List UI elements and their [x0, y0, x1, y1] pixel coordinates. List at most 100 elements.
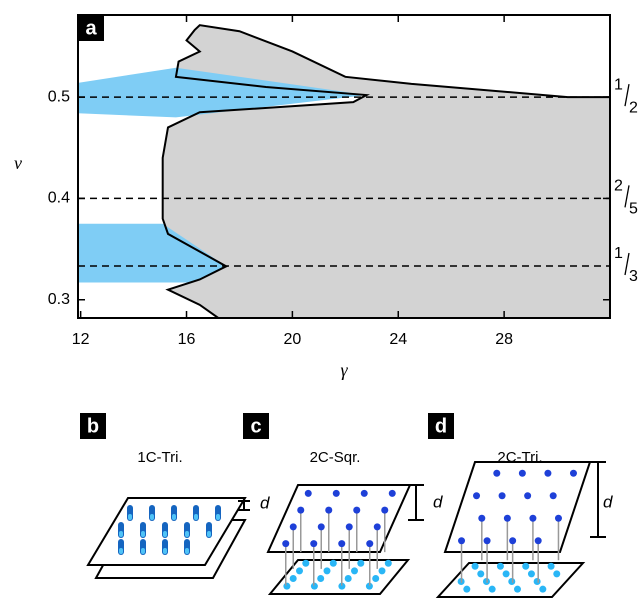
upper-dot: [366, 540, 373, 547]
upper-dot: [381, 507, 388, 514]
upper-dot: [361, 490, 368, 497]
lower-dot: [351, 567, 358, 574]
upper-dot: [310, 540, 317, 547]
x-tick-label: 20: [283, 331, 301, 348]
lower-dot: [528, 570, 535, 577]
panel-label: d: [435, 415, 447, 437]
lower-dot: [472, 563, 479, 570]
molecule: [141, 548, 145, 554]
y-tick-label: 0.4: [48, 190, 70, 207]
upper-dot: [509, 537, 516, 544]
upper-dot: [325, 507, 332, 514]
spacing-bracket: [408, 485, 424, 520]
upper-dot: [458, 537, 465, 544]
upper-dot: [318, 523, 325, 530]
lower-dot: [302, 560, 309, 567]
panel-label: b: [87, 415, 99, 437]
molecule: [185, 548, 189, 554]
plot-area: [78, 25, 610, 318]
lower-dot: [290, 575, 297, 582]
upper-dot: [493, 470, 500, 477]
upper-dot: [333, 490, 340, 497]
panel-title: 2C-Sqr.: [310, 449, 361, 466]
lower-dot: [514, 586, 521, 593]
y-axis-label: ν: [14, 153, 22, 173]
molecule: [141, 531, 145, 537]
upper-dot: [555, 515, 562, 522]
molecule: [207, 531, 211, 537]
fraction-numerator: 2: [614, 178, 623, 195]
lower-dot: [385, 560, 392, 567]
molecule: [216, 514, 220, 520]
x-tick-label: 24: [389, 331, 407, 348]
lower-dot: [548, 563, 555, 570]
spacing-label: d: [433, 492, 443, 511]
phase-region: [163, 25, 610, 318]
fraction-numerator: 1: [614, 245, 623, 262]
upper-dot: [570, 470, 577, 477]
lower-dot: [283, 583, 290, 590]
panel-label: a: [85, 17, 97, 39]
lower-dot: [324, 567, 331, 574]
lower-dot: [317, 575, 324, 582]
upper-dot: [282, 540, 289, 547]
upper-dot: [544, 470, 551, 477]
upper-plane: [445, 462, 590, 552]
upper-dot: [346, 523, 353, 530]
spacing-label: d: [603, 492, 613, 511]
fraction-denominator: 3: [629, 268, 638, 285]
x-tick-label: 12: [72, 331, 90, 348]
figure: a γ ν 12251312162024280.30.40.5b1C-Tri.d…: [0, 0, 641, 602]
lower-dot: [534, 578, 541, 585]
upper-dot: [338, 540, 345, 547]
fraction-denominator: 2: [629, 99, 638, 116]
upper-dot: [484, 537, 491, 544]
lower-dot: [477, 570, 484, 577]
lower-dot: [372, 575, 379, 582]
upper-dot: [290, 523, 297, 530]
fraction-denominator: 5: [629, 201, 638, 218]
upper-dot: [478, 515, 485, 522]
panel-title: 1C-Tri.: [137, 449, 182, 466]
molecule: [128, 514, 132, 520]
upper-dot: [389, 490, 396, 497]
lower-dot: [379, 567, 386, 574]
spacing-label: d: [260, 493, 270, 512]
molecule: [194, 514, 198, 520]
y-tick-label: 0.5: [48, 88, 70, 105]
upper-dot: [535, 537, 542, 544]
molecule: [163, 548, 167, 554]
y-tick-label: 0.3: [48, 291, 70, 308]
x-tick-label: 28: [495, 331, 513, 348]
upper-dot: [499, 492, 506, 499]
upper-dot: [550, 492, 557, 499]
upper-dot: [374, 523, 381, 530]
lower-dot: [539, 586, 546, 593]
lower-dot: [553, 570, 560, 577]
molecule: [119, 548, 123, 554]
lower-dot: [503, 570, 510, 577]
molecule: [172, 514, 176, 520]
upper-dot: [519, 470, 526, 477]
molecule: [185, 531, 189, 537]
upper-dot: [473, 492, 480, 499]
lower-dot: [330, 560, 337, 567]
lower-dot: [522, 563, 529, 570]
molecule: [150, 514, 154, 520]
upper-dot: [529, 515, 536, 522]
panel-label: c: [250, 415, 261, 437]
upper-dot: [353, 507, 360, 514]
lower-dot: [357, 560, 364, 567]
upper-dot: [504, 515, 511, 522]
molecule: [163, 531, 167, 537]
molecule: [119, 531, 123, 537]
x-axis-label: γ: [340, 360, 348, 380]
lower-dot: [463, 586, 470, 593]
lower-dot: [497, 563, 504, 570]
lower-dot: [296, 567, 303, 574]
upper-dot: [524, 492, 531, 499]
lower-dot: [345, 575, 352, 582]
lower-dot: [508, 578, 515, 585]
lower-dot: [489, 586, 496, 593]
upper-dot: [305, 490, 312, 497]
